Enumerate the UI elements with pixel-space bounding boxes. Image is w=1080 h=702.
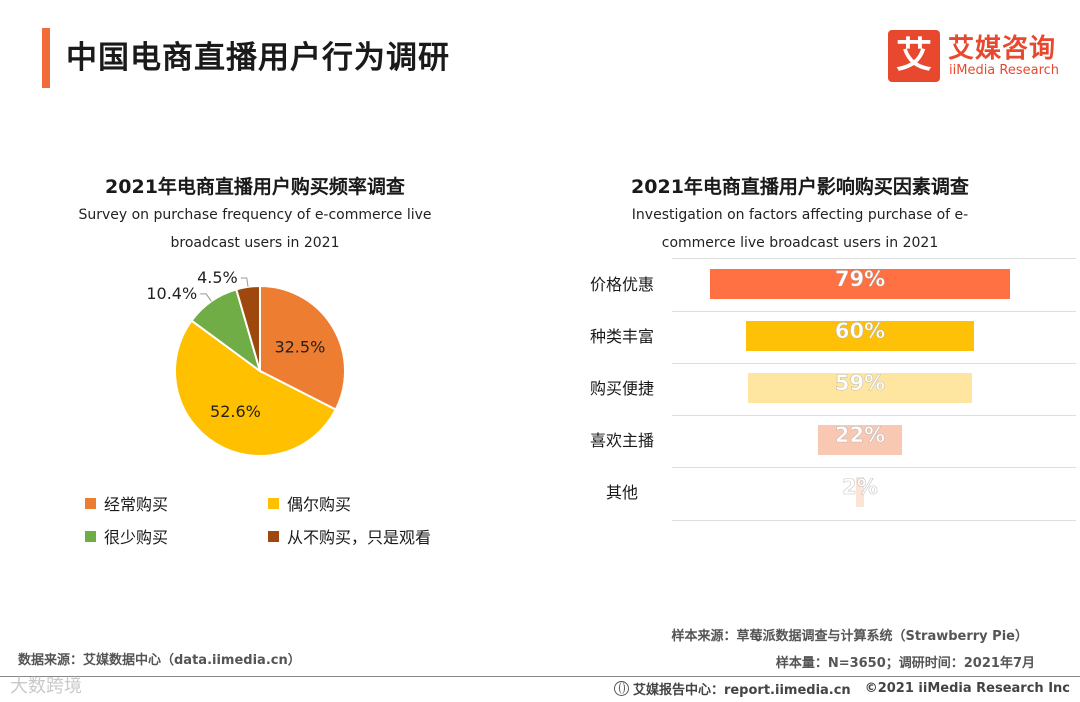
bar-value-0: 79% <box>834 267 886 292</box>
legend-swatch-0 <box>85 497 96 509</box>
bar-2 <box>747 373 973 403</box>
bar-row-3: 喜欢主播 22% <box>572 415 1076 467</box>
footer-bar: 艾媒报告中心：report.iimedia.cn ©2021 iiMedia R… <box>613 679 1070 698</box>
bar-label-0: 价格优惠 <box>589 275 654 294</box>
bar-separator <box>672 363 1076 364</box>
bar-chart-subtitle: Investigation on factors affecting purch… <box>580 201 1020 257</box>
bar-label-4: 其他 <box>605 483 638 502</box>
sample-info: 样本量：N=3650；调研时间：2021年7月 <box>775 656 1035 671</box>
pie-subtitle-line-1: Survey on purchase frequency of e-commer… <box>78 207 432 223</box>
legend-swatch-2 <box>85 530 96 542</box>
pie-leader-2 <box>200 293 212 302</box>
bar-subtitle-line-1: Investigation on factors affecting purch… <box>631 207 969 223</box>
pie-slice-1 <box>174 319 338 457</box>
legend-label-0: 经常购买 <box>104 495 169 514</box>
bar-row-2: 购买便捷 59% <box>572 363 1076 415</box>
logo-en-text: iiMedia Research <box>949 63 1060 78</box>
bar-label-1: 种类丰富 <box>589 327 654 346</box>
sample-source: 样本来源：草莓派数据调查与计算系统（Strawberry Pie） <box>671 629 1028 644</box>
pie-label-2: 10.4% <box>146 284 197 303</box>
pie-slice-3 <box>235 284 261 372</box>
legend-item-3: 从不购买，只是观看 <box>268 524 431 548</box>
pie-leader-3 <box>240 277 249 287</box>
title-accent-bar <box>42 28 50 88</box>
legend-item-2: 很少购买 <box>85 524 168 548</box>
pie-chart-title: 2021年电商直播用户购买频率调查 <box>105 176 405 198</box>
page-title: 中国电商直播用户行为调研 <box>66 40 450 76</box>
pie-chart-subtitle: Survey on purchase frequency of e-commer… <box>40 201 470 257</box>
bar-separator <box>672 258 1076 259</box>
bar-separator <box>672 415 1076 416</box>
bar-chart-title: 2021年电商直播用户影响购买因素调查 <box>631 176 969 198</box>
pie-label-0: 32.5% <box>274 338 325 357</box>
bar-separator <box>672 311 1076 312</box>
bar-row-0: 价格优惠 79% <box>572 259 1076 311</box>
bar-label-2: 购买便捷 <box>589 379 654 398</box>
bar-row-1: 种类丰富 60% <box>572 311 1076 363</box>
legend-item-0: 经常购买 <box>85 491 168 515</box>
legend-label-1: 偶尔购买 <box>287 495 352 514</box>
bar-row-4: 其他 2% <box>572 467 1076 519</box>
bar-0 <box>709 269 1011 299</box>
copyright: ©2021 iiMedia Research Inc <box>864 681 1070 696</box>
bar-1 <box>746 321 974 351</box>
bar-value-4: 2% <box>842 475 878 500</box>
logo-cn-text: 艾媒咨询 <box>948 34 1057 64</box>
report-site: 艾媒报告中心：report.iimedia.cn <box>632 683 851 698</box>
bar-value-1: 60% <box>834 319 886 344</box>
legend-label-2: 很少购买 <box>104 528 169 547</box>
legend-swatch-1 <box>268 497 279 509</box>
pie-label-1: 52.6% <box>210 402 261 421</box>
iimedia-logo: 艾 艾媒咨询 iiMedia Research <box>888 30 1068 82</box>
bar-subtitle-line-2: commerce live broadcast users in 2021 <box>661 235 939 251</box>
legend-item-1: 偶尔购买 <box>268 491 351 515</box>
globe-icon <box>613 681 629 696</box>
watermark: 大数跨境 <box>10 676 82 697</box>
pie-slice-0 <box>259 284 346 411</box>
legend-swatch-3 <box>268 530 279 542</box>
bar-label-3: 喜欢主播 <box>589 431 654 450</box>
bar-separator <box>672 520 1076 521</box>
pie-chart: 32.5% 52.6% 10.4%4.5% <box>146 268 346 457</box>
legend-label-3: 从不购买，只是观看 <box>287 528 432 547</box>
bar-value-3: 22% <box>834 423 886 448</box>
pie-label-3: 4.5% <box>197 268 238 287</box>
logo-mark: 艾 <box>888 30 940 82</box>
data-source: 数据来源：艾媒数据中心（data.iimedia.cn） <box>18 653 301 668</box>
bar-separator <box>672 467 1076 468</box>
bar-4 <box>856 477 864 507</box>
bar-value-2: 59% <box>834 371 886 396</box>
pie-subtitle-line-2: broadcast users in 2021 <box>170 235 340 251</box>
footer-rule <box>0 676 1080 677</box>
bar-3 <box>818 425 902 455</box>
